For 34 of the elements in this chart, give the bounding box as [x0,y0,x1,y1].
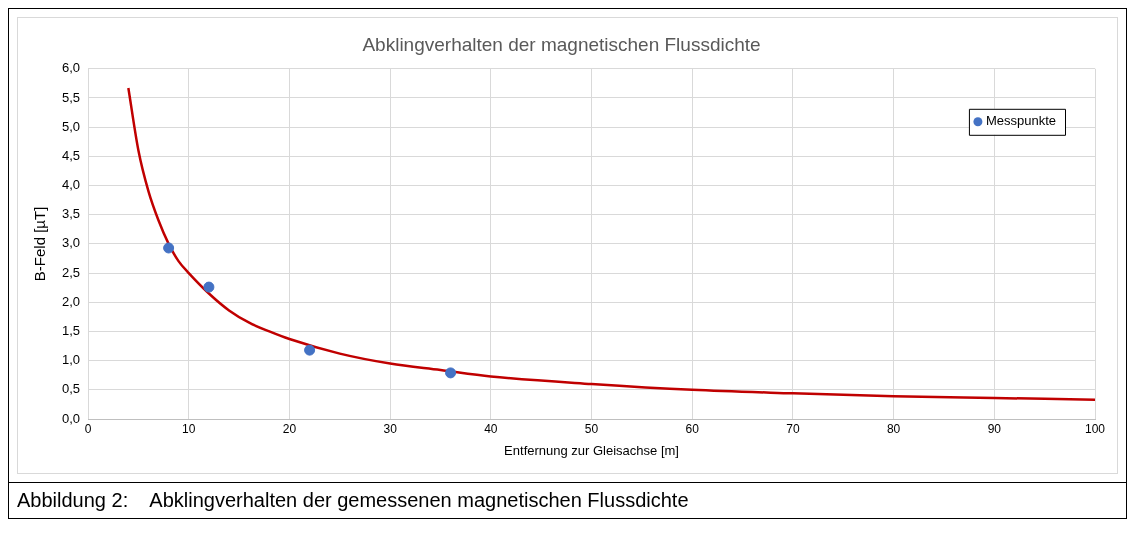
point [163,242,175,254]
legend-label: Messpunkte [985,113,1056,129]
y-tick-label: 0,5 [61,381,81,397]
x-tick-label: 0 [84,421,92,436]
x-tick-label: 70 [786,421,800,436]
text: Abbildung 2: Abklingverhalten der gemessenen magnetischen Flussdichte [9,482,1126,518]
y-axis-title: B-Feld [µT] [31,206,49,282]
x-tick-label: 40 [484,421,498,436]
y-tick-label: 5,5 [61,89,81,105]
x-tick-label: 90 [987,421,1002,436]
point [304,344,316,356]
y-tick-label: 0,0 [61,410,81,426]
point [203,281,215,293]
x-tick-label: 80 [886,421,901,436]
chart-title: Abklingverhalten der magnetischen Flussdichte [362,33,761,55]
x-tick-label: 100 [1084,421,1106,436]
y-tick-label: 1,0 [61,352,81,368]
line-series [127,86,1095,401]
y-tick-label: 2,5 [61,264,81,280]
x-tick-label: 10 [182,421,196,436]
y-tick-label: 4,0 [61,177,81,193]
y-tick-label: 4,5 [61,147,81,163]
x-axis-title: Entfernung zur Gleisachse [m] [504,442,679,458]
y-tick-label: 1,5 [61,323,81,339]
y-tick-label: 3,5 [61,206,81,222]
point [445,367,457,379]
x-tick-label: 30 [383,421,398,436]
y-tick-label: 6,0 [61,60,81,76]
x-tick-label: 60 [685,421,700,436]
x-tick-label: 20 [282,421,297,436]
y-tick-label: 3,0 [61,235,81,251]
x-tick-label: 50 [584,421,599,436]
y-tick-label: 2,0 [61,293,81,309]
y-tick-label: 5,0 [61,118,81,134]
